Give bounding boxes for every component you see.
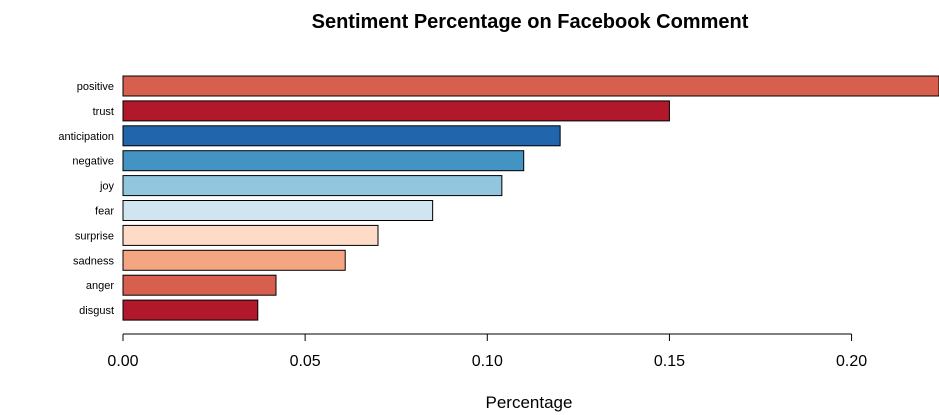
category-label-positive: positive (77, 81, 114, 93)
bar-positive (122, 75, 939, 97)
bars-group (122, 75, 939, 321)
category-labels: positive trust anticipation negative joy fear… (58, 81, 114, 317)
bar-negative (122, 150, 525, 172)
category-label-fear: fear (95, 206, 114, 218)
bar-disgust (122, 299, 259, 321)
x-tick-label: 0.15 (654, 353, 685, 370)
bar-sadness (122, 249, 346, 271)
bar-trust (122, 100, 670, 122)
bar-anticipation (122, 125, 561, 147)
category-label-negative: negative (72, 156, 114, 168)
category-label-anticipation: anticipation (58, 131, 114, 143)
x-tick-label: 0.05 (290, 353, 321, 370)
category-label-trust: trust (93, 106, 114, 118)
category-label-joy: joy (99, 181, 115, 193)
bar-joy (122, 175, 503, 197)
bar-fear (122, 200, 434, 221)
x-axis: 0.00 0.05 0.10 0.15 0.20 (107, 333, 867, 370)
category-label-anger: anger (86, 280, 114, 292)
x-tick-label: 0.20 (836, 353, 867, 370)
category-label-disgust: disgust (79, 305, 114, 317)
x-tick-label: 0.00 (107, 353, 138, 370)
bar-surprise (122, 224, 379, 246)
bar-anger (122, 274, 277, 296)
x-axis-title: Percentage (486, 393, 573, 412)
category-label-surprise: surprise (75, 230, 114, 242)
category-label-sadness: sadness (73, 255, 114, 267)
chart-title: Sentiment Percentage on Facebook Comment (312, 11, 749, 33)
x-tick-label: 0.10 (472, 353, 503, 370)
